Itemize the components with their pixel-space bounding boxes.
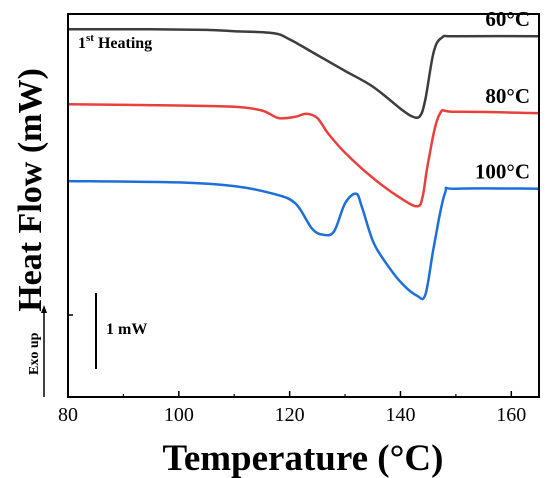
series-label-100C: 100°C [475, 160, 530, 184]
heating-annotation-superscript: st [86, 32, 94, 44]
series-line-100C [67, 179, 540, 301]
x-ticks-group: 80 100 120 140 160 [58, 314, 526, 426]
x-tick-label-80: 80 [58, 404, 78, 426]
scale-bar-label: 1 mW [106, 321, 147, 338]
exo-label: Exo up [27, 332, 42, 375]
exo-indicator: Exo up [27, 305, 47, 397]
heating-annotation-suffix: Heating [94, 35, 152, 52]
heating-annotation: 1st Heating [78, 32, 152, 52]
series-line-80C [67, 102, 540, 208]
plot-frame [67, 13, 540, 398]
x-tick-label-120: 120 [275, 404, 305, 426]
x-tick-label-140: 140 [385, 404, 415, 426]
series-label-80C: 80°C [485, 84, 530, 108]
series-group: 60°C 80°C 100°C [67, 7, 540, 301]
exo-arrow-head [41, 305, 47, 313]
y-axis-title: Heat Flow (mW) [12, 68, 49, 312]
heating-annotation-prefix: 1 [78, 35, 86, 52]
series-line-60C [67, 28, 540, 120]
x-tick-label-160: 160 [496, 404, 526, 426]
x-tick-label-100: 100 [164, 404, 194, 426]
series-label-60C: 60°C [485, 7, 530, 31]
x-axis-title: Temperature (°C) [163, 438, 444, 478]
